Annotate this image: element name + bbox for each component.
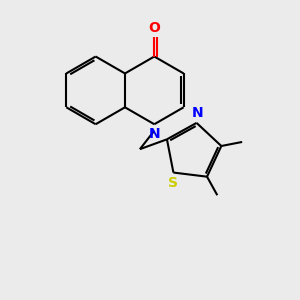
Text: N: N — [192, 106, 204, 120]
Text: O: O — [148, 21, 160, 35]
Text: N: N — [148, 127, 160, 141]
Text: S: S — [168, 176, 178, 190]
